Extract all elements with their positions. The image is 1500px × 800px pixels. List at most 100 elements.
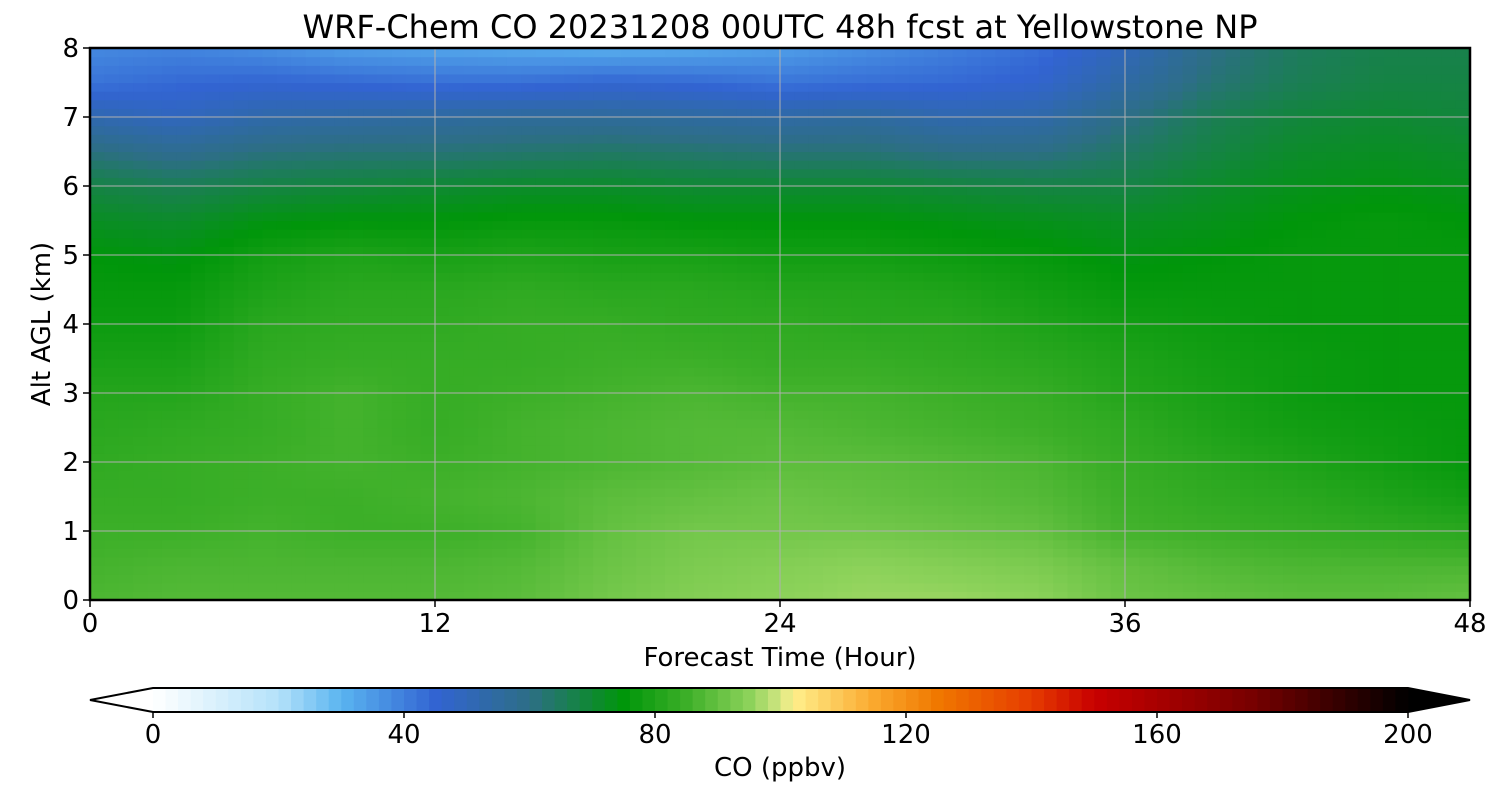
heatmap-cell: [104, 591, 120, 601]
heatmap-cell: [521, 582, 537, 592]
heatmap-cell: [880, 151, 896, 161]
heatmap-cell: [1412, 203, 1428, 213]
heatmap-cell: [1139, 211, 1155, 222]
heatmap-cell: [550, 444, 565, 454]
heatmap-cell: [521, 453, 537, 463]
heatmap-cell: [1455, 505, 1471, 515]
heatmap-cell: [506, 513, 522, 523]
heatmap-cell: [1110, 341, 1126, 351]
heatmap-cell: [1283, 582, 1299, 592]
heatmap-cell: [1455, 324, 1471, 334]
heatmap-cell: [765, 522, 781, 532]
heatmap-cell: [1168, 487, 1184, 498]
heatmap-cell: [248, 505, 264, 515]
heatmap-cell: [1326, 160, 1342, 170]
heatmap-cell: [276, 410, 292, 420]
heatmap-cell: [1196, 289, 1212, 299]
heatmap-cell: [693, 531, 709, 541]
heatmap-cell: [118, 418, 134, 429]
heatmap-cell: [233, 393, 249, 403]
heatmap-cell: [952, 367, 968, 377]
heatmap-cell: [808, 263, 824, 273]
heatmap-cell: [391, 341, 407, 351]
heatmap-cell: [722, 531, 738, 541]
heatmap-cell: [1268, 186, 1284, 196]
heatmap-cell: [1369, 229, 1385, 239]
heatmap-cell: [550, 427, 565, 437]
heatmap-cell: [1010, 531, 1025, 541]
heatmap-cell: [1053, 272, 1069, 282]
heatmap-cell: [1153, 548, 1169, 558]
heatmap-cell: [1311, 582, 1327, 592]
heatmap-cell: [780, 427, 795, 437]
heatmap-cell: [1455, 418, 1471, 429]
heatmap-cell: [1139, 168, 1155, 178]
heatmap-cell: [492, 505, 508, 515]
heatmap-cell: [506, 462, 522, 472]
heatmap-cell: [1038, 367, 1054, 377]
heatmap-cell: [133, 427, 149, 437]
heatmap-cell: [1254, 160, 1270, 170]
heatmap-cell: [895, 194, 910, 204]
heatmap-cell: [1426, 349, 1442, 360]
heatmap-cell: [550, 332, 565, 342]
heatmap-cell: [1455, 349, 1471, 360]
heatmap-cell: [1340, 263, 1356, 273]
heatmap-cell: [118, 237, 134, 247]
heatmap-cell: [1110, 548, 1126, 558]
heatmap-cell: [1369, 487, 1385, 498]
heatmap-cell: [1081, 203, 1097, 213]
heatmap-cell: [463, 505, 479, 515]
heatmap-cell: [1398, 246, 1414, 256]
heatmap-cell: [1125, 384, 1140, 394]
heatmap-cell: [1182, 194, 1198, 204]
heatmap-cell: [276, 548, 292, 558]
heatmap-cell: [851, 470, 867, 480]
heatmap-cell: [693, 358, 709, 368]
heatmap-cell: [176, 341, 192, 351]
heatmap-cell: [435, 565, 450, 575]
heatmap-cell: [1024, 496, 1040, 506]
heatmap-cell: [406, 237, 422, 247]
heatmap-cell: [1383, 255, 1399, 265]
heatmap-cell: [1297, 470, 1313, 480]
heatmap-cell: [276, 556, 292, 567]
heatmap-cell: [1297, 160, 1313, 170]
heatmap-cell: [449, 401, 465, 411]
heatmap-cell: [320, 315, 335, 325]
heatmap-cell: [305, 298, 321, 308]
heatmap-cell: [1196, 548, 1212, 558]
heatmap-cell: [463, 306, 479, 316]
heatmap-cell: [1153, 186, 1169, 196]
heatmap-cell: [966, 272, 982, 282]
heatmap-cell: [176, 496, 192, 506]
heatmap-cell: [837, 315, 853, 325]
heatmap-cell: [1024, 410, 1040, 420]
heatmap-cell: [233, 280, 249, 291]
heatmap-cell: [765, 324, 781, 334]
heatmap-cell: [1225, 349, 1241, 360]
heatmap-cell: [1067, 487, 1083, 498]
heatmap-cell: [1024, 237, 1040, 247]
heatmap-cell: [1168, 341, 1184, 351]
heatmap-cell: [923, 332, 939, 342]
heatmap-cell: [837, 393, 853, 403]
heatmap-cell: [851, 591, 867, 601]
heatmap-cell: [363, 470, 379, 480]
heatmap-cell: [823, 203, 839, 213]
heatmap-cell: [866, 531, 882, 541]
heatmap-cell: [952, 418, 968, 429]
heatmap-cell: [435, 487, 450, 498]
heatmap-cell: [1139, 444, 1155, 454]
heatmap-cell: [923, 453, 939, 463]
heatmap-cell: [794, 203, 810, 213]
heatmap-cell: [1096, 203, 1112, 213]
heatmap-cell: [693, 237, 709, 247]
heatmap-cell: [391, 591, 407, 601]
heatmap-cell: [636, 384, 652, 394]
heatmap-cell: [1096, 556, 1112, 567]
heatmap-cell: [291, 306, 307, 316]
heatmap-cell: [1067, 315, 1083, 325]
heatmap-cell: [1254, 487, 1270, 498]
heatmap-cell: [981, 505, 997, 515]
